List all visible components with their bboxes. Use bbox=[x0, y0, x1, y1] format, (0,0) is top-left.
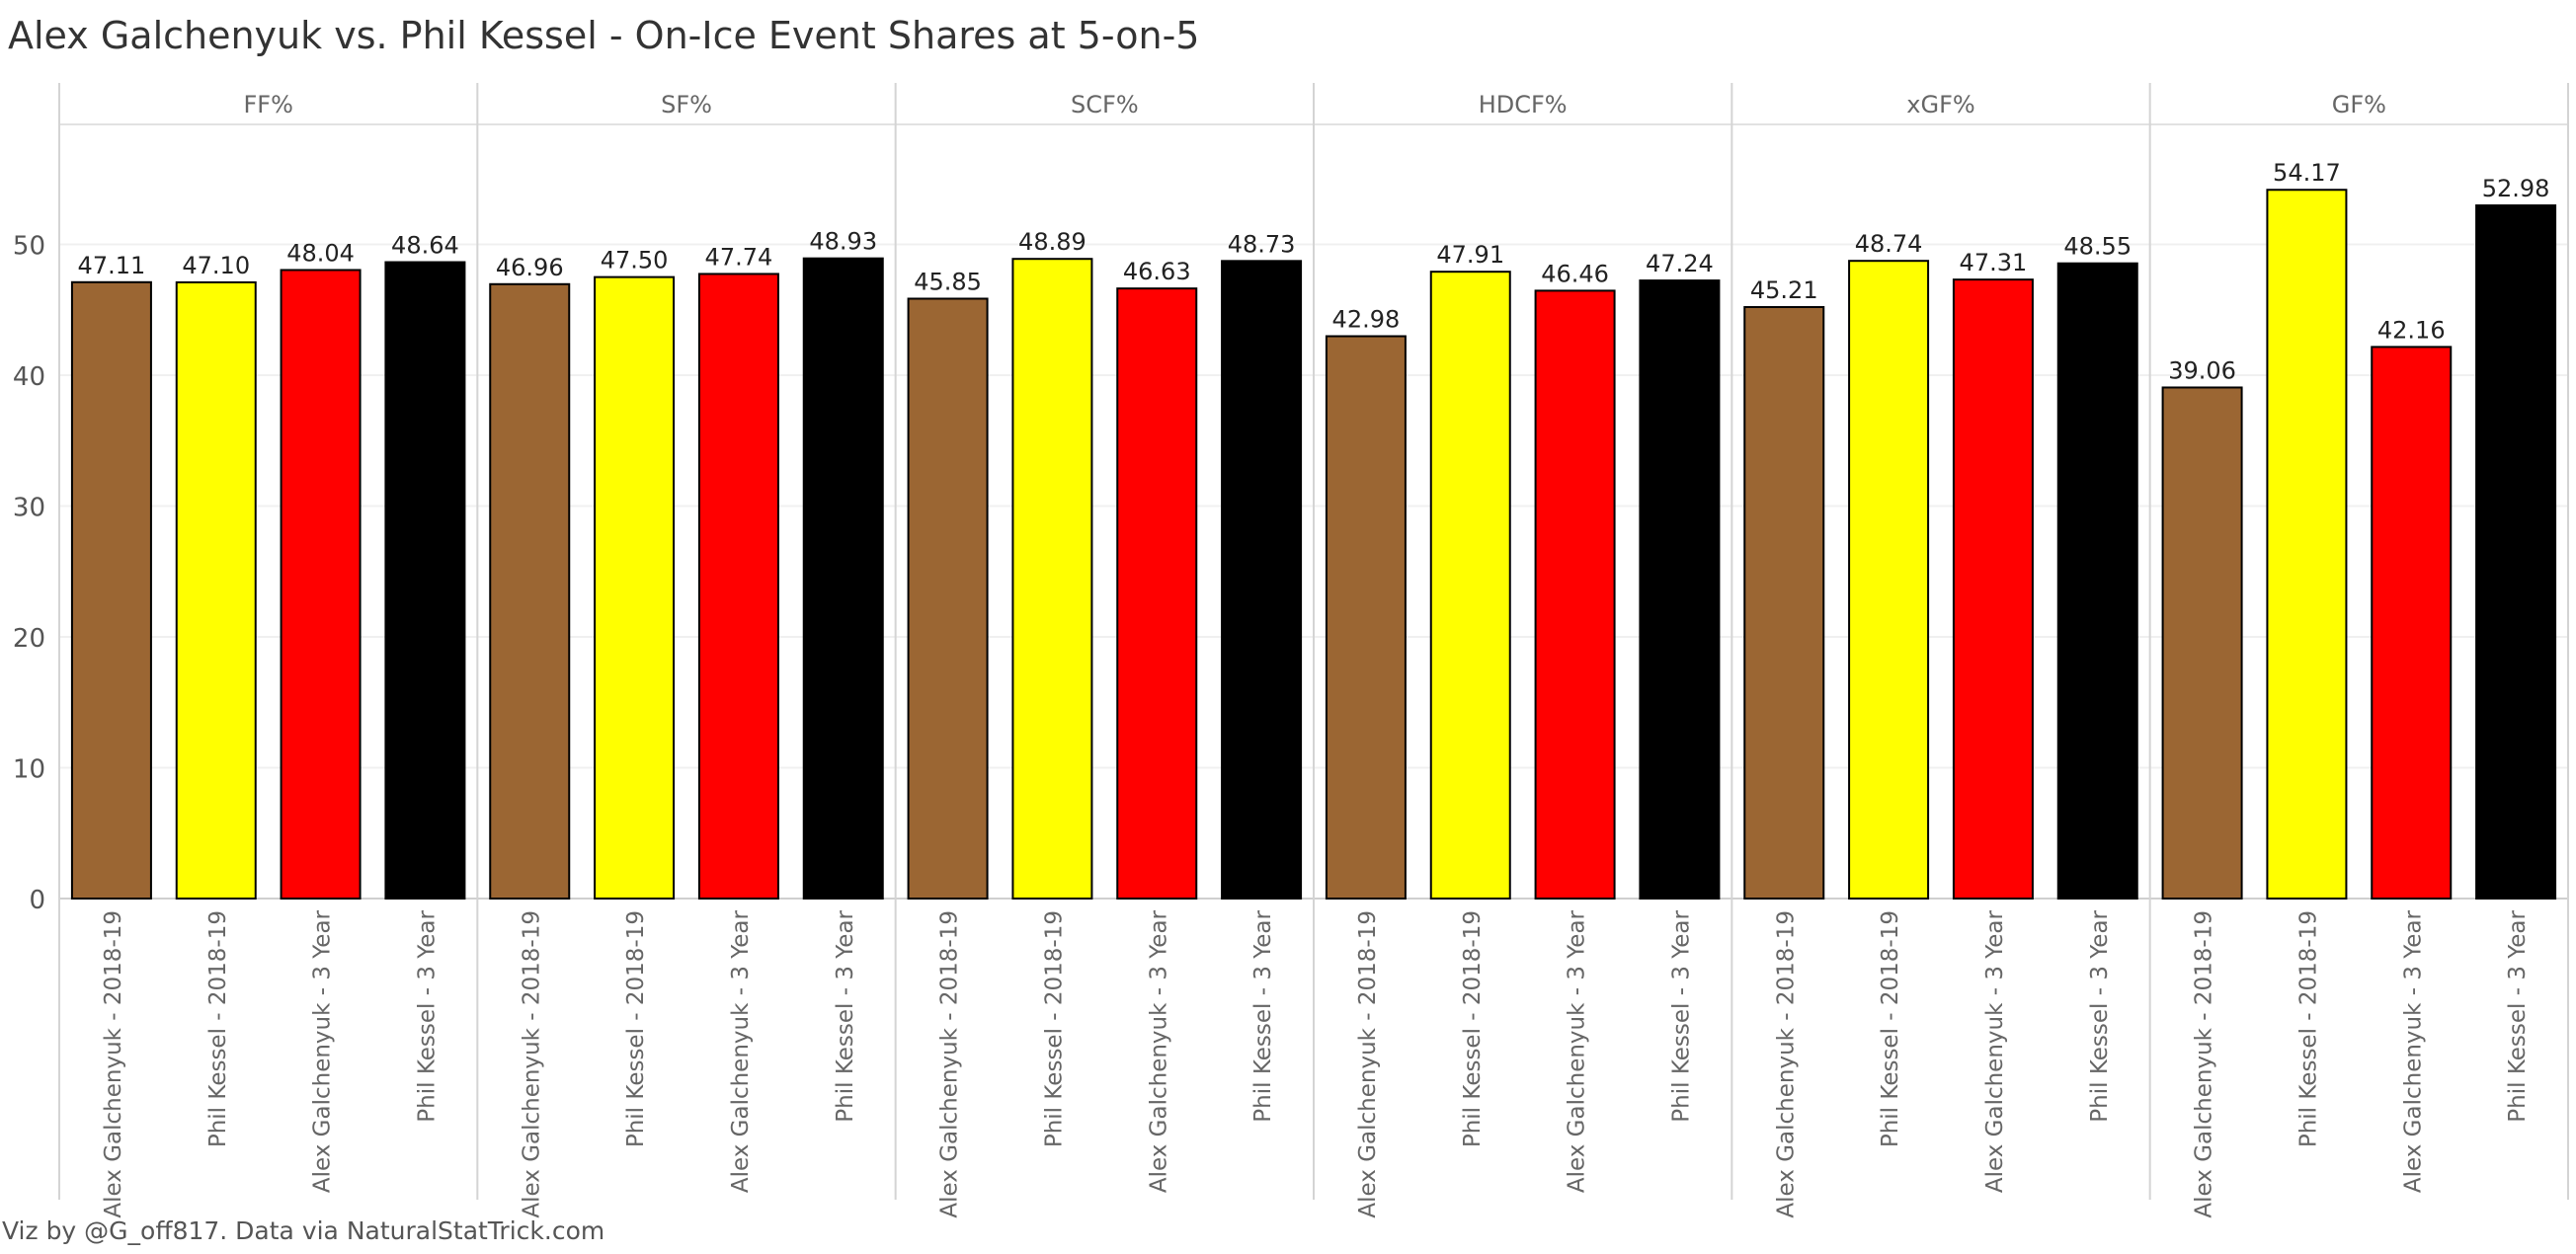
data-label: 47.74 bbox=[705, 243, 773, 271]
x-tick-label: Phil Kessel - 2018-19 bbox=[1878, 910, 1903, 1147]
x-tick-label: Alex Galchenyuk - 2018-19 bbox=[937, 910, 963, 1218]
bar bbox=[1116, 287, 1198, 900]
bar bbox=[1429, 271, 1511, 900]
y-tick-label: 50 bbox=[13, 232, 45, 262]
footer-credit: Viz by @G_off817. Data via NaturalStatTr… bbox=[2, 1216, 605, 1245]
x-tick-label: Phil Kessel - 2018-19 bbox=[623, 910, 649, 1147]
bar bbox=[1011, 258, 1093, 900]
data-label: 48.93 bbox=[809, 228, 877, 256]
data-label: 48.64 bbox=[391, 232, 459, 260]
x-tick-label: Alex Galchenyuk - 3 Year bbox=[1982, 909, 2008, 1193]
data-label: 47.91 bbox=[1436, 241, 1504, 269]
x-tick-label: Alex Galchenyuk - 3 Year bbox=[310, 909, 336, 1193]
bar bbox=[2371, 346, 2453, 900]
x-tick-label: Alex Galchenyuk - 2018-19 bbox=[1355, 910, 1381, 1218]
data-label: 47.11 bbox=[78, 252, 146, 279]
bar bbox=[1221, 260, 1303, 900]
bars bbox=[70, 189, 2557, 901]
x-tick-label: Alex Galchenyuk - 3 Year bbox=[1565, 909, 1590, 1193]
data-label: 47.50 bbox=[601, 247, 669, 274]
data-label: 46.46 bbox=[1541, 260, 1609, 287]
x-tick-label: Phil Kessel - 3 Year bbox=[2505, 909, 2531, 1122]
panel-header: xGF% bbox=[1906, 91, 1974, 118]
bar bbox=[2161, 386, 2243, 900]
bar bbox=[594, 275, 676, 900]
bar bbox=[1639, 279, 1721, 900]
y-tick-label: 20 bbox=[13, 624, 45, 654]
x-tick-label: Phil Kessel - 2018-19 bbox=[1460, 910, 1486, 1147]
x-tick-label: Phil Kessel - 3 Year bbox=[2087, 909, 2113, 1122]
x-tick-label: Alex Galchenyuk - 2018-19 bbox=[519, 910, 544, 1218]
data-label: 52.98 bbox=[2482, 175, 2550, 202]
bar bbox=[1743, 305, 1825, 900]
data-label: 47.31 bbox=[1960, 249, 2028, 276]
bar bbox=[2266, 189, 2348, 900]
data-label: 45.85 bbox=[914, 268, 982, 295]
y-tick-label: 40 bbox=[13, 362, 45, 392]
bar bbox=[2475, 204, 2557, 900]
x-tick-label: Alex Galchenyuk - 3 Year bbox=[1146, 909, 1171, 1193]
panel-frames bbox=[58, 83, 2569, 1200]
data-label: 48.55 bbox=[2063, 233, 2132, 261]
bar bbox=[802, 257, 884, 900]
x-tick-label: Phil Kessel - 2018-19 bbox=[1041, 910, 1067, 1147]
x-tick-label: Phil Kessel - 3 Year bbox=[833, 909, 858, 1122]
bar bbox=[175, 280, 257, 900]
bar bbox=[1848, 260, 1930, 900]
y-tick-label: 0 bbox=[29, 886, 45, 915]
data-label: 46.96 bbox=[496, 254, 564, 281]
chart-title: Alex Galchenyuk vs. Phil Kessel - On-Ice… bbox=[8, 14, 1200, 57]
y-tick-label: 10 bbox=[13, 755, 45, 785]
x-tick-label: Phil Kessel - 3 Year bbox=[1250, 909, 1276, 1122]
data-label: 46.63 bbox=[1123, 258, 1191, 285]
data-label: 47.10 bbox=[182, 252, 250, 279]
x-tick-label: Phil Kessel - 2018-19 bbox=[205, 910, 231, 1147]
data-label: 54.17 bbox=[2273, 159, 2341, 187]
bar bbox=[1952, 278, 2034, 900]
panel-header: FF% bbox=[243, 91, 292, 118]
x-tick-label: Phil Kessel - 2018-19 bbox=[2295, 910, 2321, 1147]
data-label: 48.04 bbox=[286, 239, 355, 267]
bar bbox=[697, 273, 779, 900]
data-label: 47.24 bbox=[1646, 250, 1714, 277]
x-tick-label: Alex Galchenyuk - 2018-19 bbox=[2192, 910, 2217, 1218]
bar bbox=[2056, 262, 2138, 900]
labels: 0 10 20 30 40 50 FF% 47.11 Alex Galchenyuk - 201… bbox=[13, 91, 2550, 1218]
x-tick-label: Alex Galchenyuk - 3 Year bbox=[728, 909, 754, 1193]
x-tick-label: Alex Galchenyuk - 3 Year bbox=[2400, 909, 2426, 1193]
data-label: 42.98 bbox=[1332, 306, 1401, 334]
bar bbox=[1534, 289, 1616, 900]
data-label: 48.74 bbox=[1855, 230, 1923, 258]
bar bbox=[384, 261, 466, 900]
bar bbox=[70, 280, 152, 901]
panel-header: SCF% bbox=[1071, 91, 1139, 118]
bar bbox=[280, 269, 362, 901]
y-tick-label: 30 bbox=[13, 494, 45, 523]
x-tick-label: Alex Galchenyuk - 2018-19 bbox=[1773, 910, 1799, 1218]
bar bbox=[489, 282, 571, 900]
bar bbox=[907, 297, 989, 900]
x-tick-label: Alex Galchenyuk - 2018-19 bbox=[101, 910, 126, 1218]
data-label: 48.73 bbox=[1228, 230, 1296, 258]
bar bbox=[1325, 335, 1407, 900]
x-tick-label: Phil Kessel - 3 Year bbox=[414, 909, 440, 1122]
panel-header: SF% bbox=[661, 91, 712, 118]
panel-header: GF% bbox=[2332, 91, 2386, 118]
data-label: 48.89 bbox=[1018, 228, 1087, 256]
data-label: 42.16 bbox=[2377, 316, 2446, 344]
data-label: 39.06 bbox=[2168, 356, 2236, 384]
data-label: 45.21 bbox=[1750, 276, 1818, 304]
x-tick-label: Phil Kessel - 3 Year bbox=[1668, 909, 1694, 1122]
panel-header: HDCF% bbox=[1479, 91, 1568, 118]
